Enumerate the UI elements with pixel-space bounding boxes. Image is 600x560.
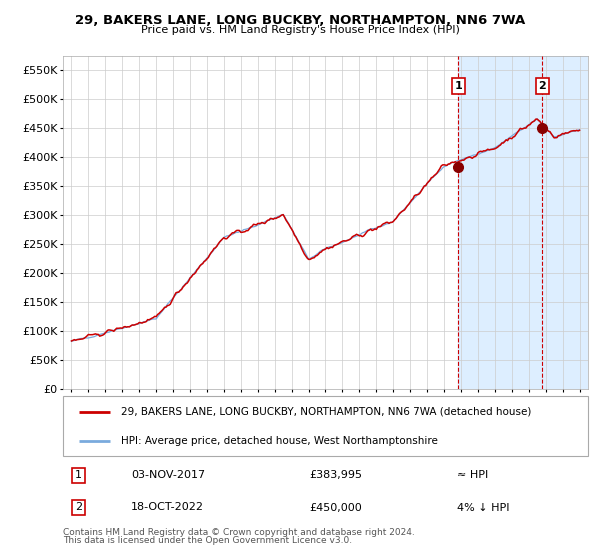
Text: This data is licensed under the Open Government Licence v3.0.: This data is licensed under the Open Gov… (63, 536, 352, 545)
Text: 1: 1 (75, 470, 82, 480)
Text: 03-NOV-2017: 03-NOV-2017 (131, 470, 205, 480)
Text: 29, BAKERS LANE, LONG BUCKBY, NORTHAMPTON, NN6 7WA: 29, BAKERS LANE, LONG BUCKBY, NORTHAMPTO… (75, 14, 525, 27)
Text: 4% ↓ HPI: 4% ↓ HPI (457, 502, 509, 512)
Text: 1: 1 (454, 81, 462, 91)
Text: 2: 2 (75, 502, 82, 512)
Text: 18-OCT-2022: 18-OCT-2022 (131, 502, 204, 512)
Text: HPI: Average price, detached house, West Northamptonshire: HPI: Average price, detached house, West… (121, 436, 437, 446)
Text: £383,995: £383,995 (310, 470, 363, 480)
Text: ≈ HPI: ≈ HPI (457, 470, 488, 480)
Text: Contains HM Land Registry data © Crown copyright and database right 2024.: Contains HM Land Registry data © Crown c… (63, 528, 415, 536)
Text: £450,000: £450,000 (310, 502, 362, 512)
Text: Price paid vs. HM Land Registry's House Price Index (HPI): Price paid vs. HM Land Registry's House … (140, 25, 460, 35)
Text: 2: 2 (538, 81, 546, 91)
Bar (458, 56, 596, 389)
Text: 29, BAKERS LANE, LONG BUCKBY, NORTHAMPTON, NN6 7WA (detached house): 29, BAKERS LANE, LONG BUCKBY, NORTHAMPTO… (121, 407, 531, 417)
